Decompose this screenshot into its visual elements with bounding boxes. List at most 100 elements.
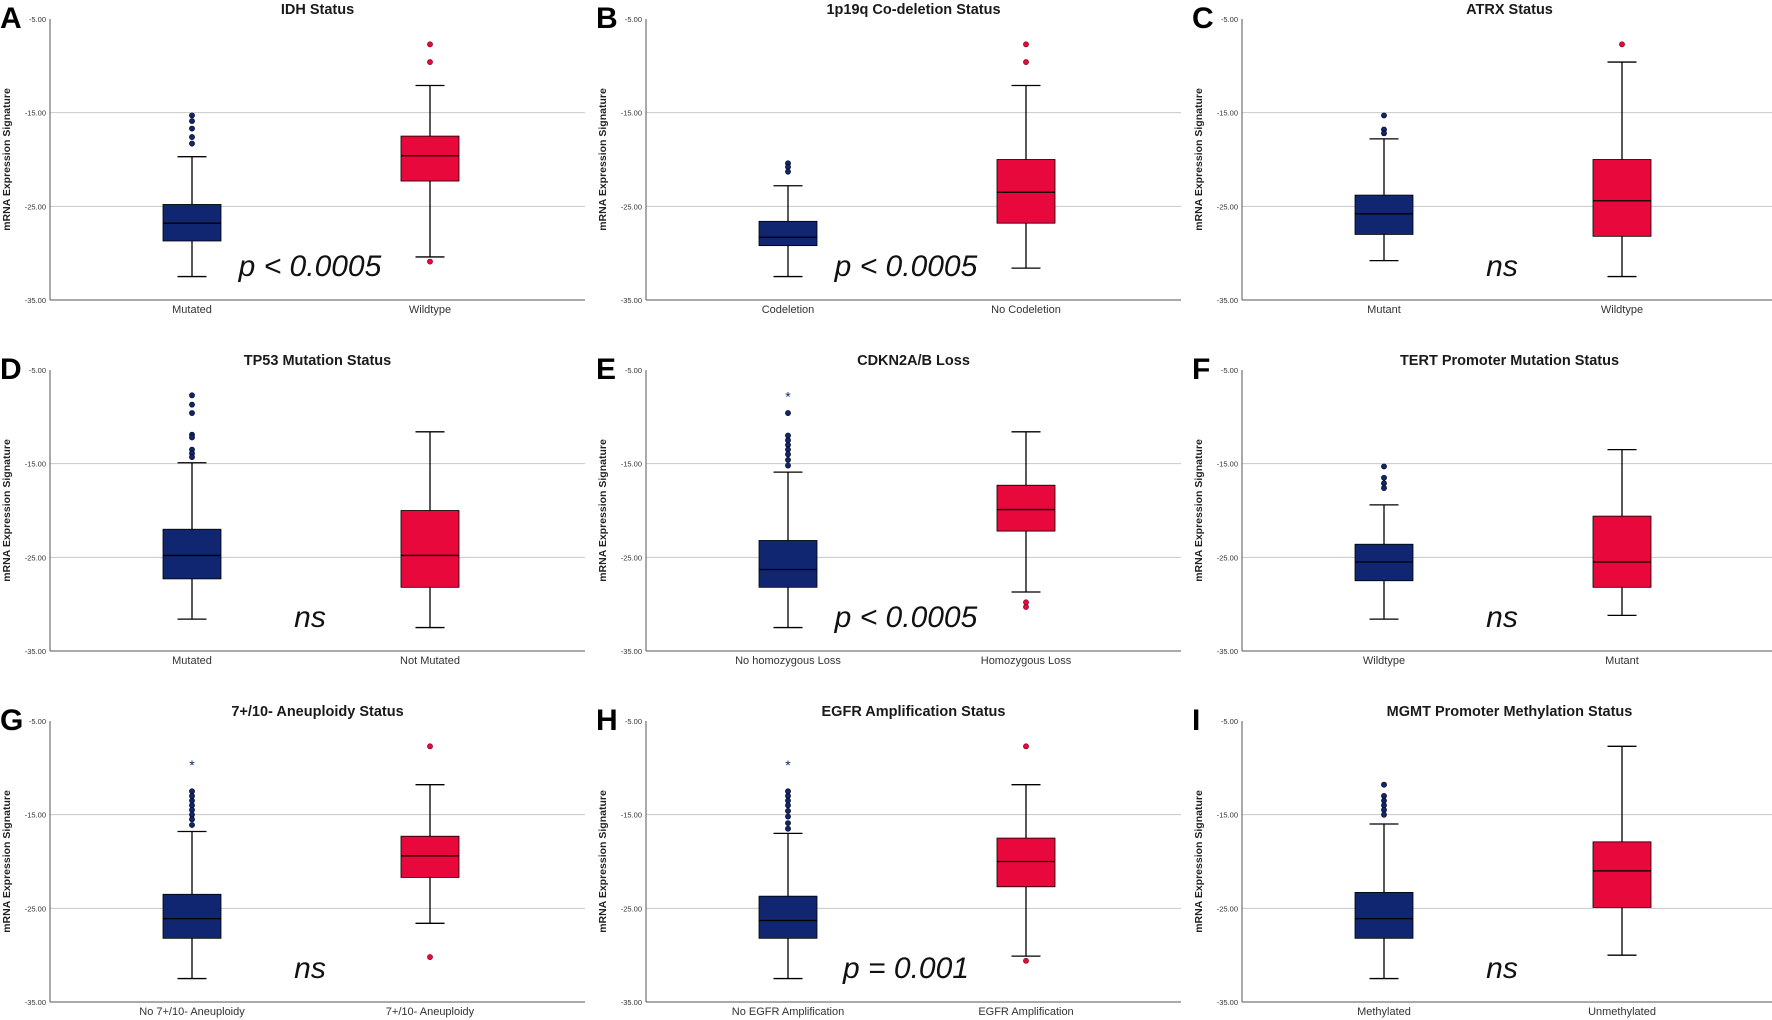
outlier-point bbox=[785, 813, 791, 820]
box-group-2 bbox=[1592, 745, 1652, 956]
box-group-2 bbox=[996, 431, 1056, 610]
box-group-2 bbox=[1592, 41, 1652, 278]
outlier-point bbox=[1023, 604, 1029, 610]
box-group-1 bbox=[1354, 112, 1414, 262]
iqr-box bbox=[1354, 194, 1414, 235]
p-value-annotation: ns bbox=[294, 952, 326, 985]
outlier-point bbox=[189, 401, 195, 408]
y-tick-label: -25.00 bbox=[1217, 904, 1238, 913]
outlier-point bbox=[785, 825, 791, 832]
outlier-point bbox=[1381, 130, 1387, 137]
x-tick-label: Mutated bbox=[172, 304, 212, 316]
outlier-point bbox=[785, 802, 791, 809]
iqr-box bbox=[1592, 841, 1652, 908]
outlier-point bbox=[1381, 112, 1387, 119]
y-tick-label: -5.00 bbox=[1221, 15, 1238, 24]
y-tick-label: -25.00 bbox=[25, 553, 46, 562]
box-group-1 bbox=[1354, 781, 1414, 980]
y-tick-label: -35.00 bbox=[621, 647, 642, 656]
chart-title: CDKN2A/B Loss bbox=[857, 353, 970, 369]
box-group-2 bbox=[996, 41, 1056, 269]
panel-letter: I bbox=[1192, 704, 1200, 737]
extreme-outlier: * bbox=[785, 757, 791, 773]
panel-g: -5.00 -15.00 -25.00 -35.00 mRNA Expression S… bbox=[0, 704, 585, 1018]
x-tick-label: Mutant bbox=[1367, 304, 1401, 316]
iqr-box bbox=[400, 135, 460, 182]
panel-letter: D bbox=[0, 353, 22, 386]
y-axis-label: mRNA Expression Signature bbox=[1, 88, 13, 231]
x-tick-label: Homozygous Loss bbox=[981, 655, 1072, 667]
iqr-box bbox=[996, 484, 1056, 532]
outlier-point bbox=[785, 808, 791, 814]
outlier-point bbox=[1381, 463, 1387, 470]
y-tick-label: -15.00 bbox=[621, 811, 642, 820]
iqr-box bbox=[758, 895, 818, 939]
outlier-point bbox=[189, 140, 195, 147]
y-axis-label: mRNA Expression Signature bbox=[1193, 88, 1205, 231]
outlier-point bbox=[427, 59, 433, 65]
panel-a: -5.00 -15.00 -25.00 -35.00 mRNA Expression S… bbox=[0, 2, 585, 316]
iqr-box bbox=[758, 220, 818, 247]
panel-b: -5.00 -15.00 -25.00 -35.00 mRNA Expression S… bbox=[596, 2, 1181, 316]
outlier-point bbox=[1381, 781, 1387, 788]
panel-c: -5.00 -15.00 -25.00 -35.00 mRNA Expression S… bbox=[1192, 2, 1772, 316]
y-axis-label: mRNA Expression Signature bbox=[597, 439, 609, 582]
y-tick-label: -15.00 bbox=[1217, 811, 1238, 820]
y-tick-label: -5.00 bbox=[1221, 366, 1238, 375]
y-tick-label: -15.00 bbox=[1217, 460, 1238, 469]
p-value-annotation: ns bbox=[1486, 250, 1518, 283]
iqr-box bbox=[400, 510, 460, 588]
panel-letter: H bbox=[596, 704, 618, 737]
outlier-point bbox=[427, 954, 433, 960]
y-tick-label: -35.00 bbox=[25, 647, 46, 656]
box-group-1 bbox=[1354, 463, 1414, 620]
y-axis-label: mRNA Expression Signature bbox=[597, 88, 609, 231]
outlier-point bbox=[785, 462, 791, 469]
extreme-outlier: * bbox=[785, 388, 791, 404]
iqr-box bbox=[996, 837, 1056, 888]
outlier-point bbox=[1381, 811, 1387, 818]
iqr-box bbox=[1354, 892, 1414, 939]
outlier-point bbox=[785, 168, 791, 175]
y-tick-label: -5.00 bbox=[625, 366, 642, 375]
box-group-2 bbox=[400, 743, 460, 960]
outlier-point bbox=[427, 743, 433, 750]
box-group-1 bbox=[162, 392, 222, 620]
x-tick-label: Wildtype bbox=[1601, 304, 1643, 316]
y-tick-label: -5.00 bbox=[1221, 717, 1238, 726]
outlier-point bbox=[189, 118, 195, 124]
y-tick-label: -35.00 bbox=[621, 998, 642, 1007]
outlier-point bbox=[785, 820, 791, 826]
y-tick-label: -5.00 bbox=[29, 366, 46, 375]
chart-title: MGMT Promoter Methylation Status bbox=[1387, 704, 1633, 720]
y-tick-label: -5.00 bbox=[625, 15, 642, 24]
chart-title: TERT Promoter Mutation Status bbox=[1400, 353, 1619, 369]
p-value-annotation: p < 0.0005 bbox=[238, 250, 382, 283]
y-tick-label: -15.00 bbox=[621, 460, 642, 469]
y-tick-label: -35.00 bbox=[621, 296, 642, 305]
p-value-annotation: p < 0.0005 bbox=[834, 601, 978, 634]
y-tick-label: -35.00 bbox=[25, 998, 46, 1007]
x-tick-label: Methylated bbox=[1357, 1006, 1411, 1018]
box-group-1: * bbox=[758, 388, 818, 629]
outlier-point bbox=[1023, 59, 1029, 65]
p-value-annotation: p < 0.0005 bbox=[834, 250, 978, 283]
iqr-box bbox=[1592, 159, 1652, 237]
panel-h: -5.00 -15.00 -25.00 -35.00 mRNA Expression S… bbox=[596, 704, 1181, 1018]
x-tick-label: EGFR Amplification bbox=[978, 1006, 1073, 1018]
outlier-point bbox=[189, 125, 195, 132]
chart-title: EGFR Amplification Status bbox=[822, 704, 1006, 720]
panel-letter: G bbox=[0, 704, 23, 737]
x-tick-label: No homozygous Loss bbox=[735, 655, 841, 667]
outlier-point bbox=[427, 41, 433, 48]
outlier-point bbox=[189, 822, 195, 828]
panel-letter: A bbox=[0, 2, 22, 35]
outlier-point bbox=[1619, 41, 1625, 48]
panel-i: -5.00 -15.00 -25.00 -35.00 mRNA Expression S… bbox=[1192, 704, 1772, 1018]
y-axis-label: mRNA Expression Signature bbox=[597, 790, 609, 933]
panel-letter: B bbox=[596, 2, 618, 35]
outlier-point bbox=[785, 457, 791, 463]
box-group-2 bbox=[400, 41, 460, 265]
x-tick-label: No 7+/10- Aneuploidy bbox=[139, 1006, 245, 1018]
y-tick-label: -15.00 bbox=[25, 109, 46, 118]
